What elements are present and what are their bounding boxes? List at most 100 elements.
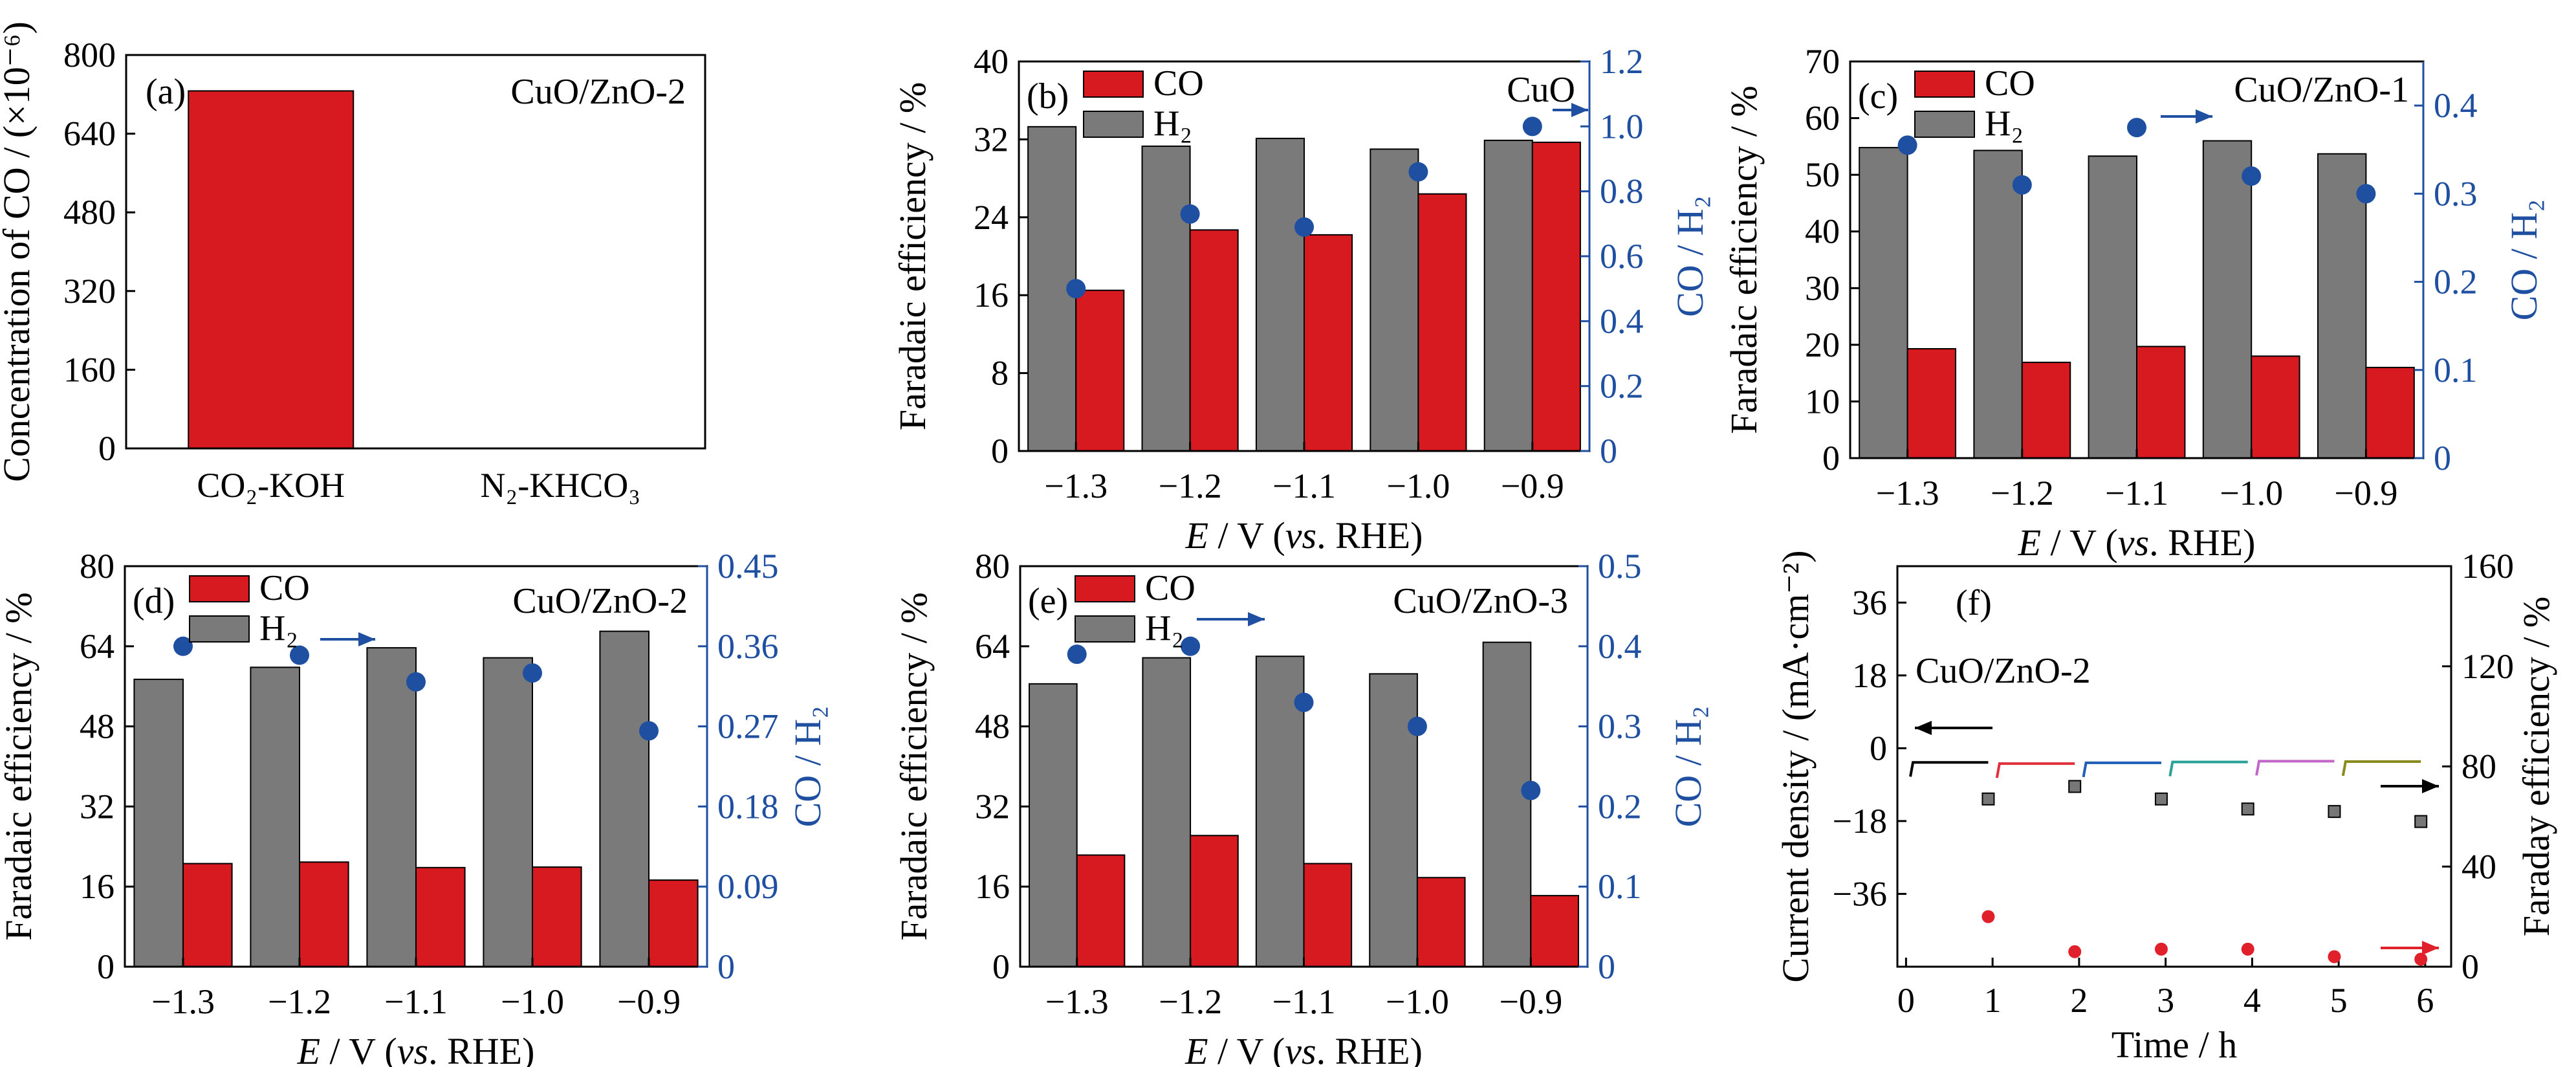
x-axis-label: E / V (vs. RHE): [1185, 514, 1423, 556]
panel-title: CuO/ZnO-2: [1916, 651, 2091, 691]
legend-swatch-co: [1083, 71, 1144, 98]
y2-tick-label: 0.45: [717, 547, 779, 586]
point-co-h2-ratio: [1294, 692, 1314, 712]
bar-co: [532, 866, 582, 968]
bar-co: [1304, 234, 1353, 452]
point-fe-co: [2154, 942, 2168, 956]
point-co-h2-ratio: [1066, 279, 1086, 299]
y-tick-label: 64: [975, 627, 1010, 666]
bar-h2: [133, 678, 184, 968]
y-axis-label: Faradaic efficiency / %: [891, 82, 933, 430]
arrow-to-right-axis: [320, 632, 375, 646]
x-tick-label: 2: [2070, 981, 2088, 1020]
y-tick-label: 640: [63, 115, 116, 153]
y-tick-label: 0: [97, 947, 115, 986]
legend-swatch-co: [189, 575, 250, 602]
x-tick-label: −1.1: [1272, 467, 1336, 505]
bar-co: [1189, 229, 1239, 452]
y-tick-label: 8: [991, 354, 1009, 393]
y-tick-label: 60: [1805, 99, 1840, 138]
arrow-to-right-axis: [1197, 612, 1265, 626]
point-co-h2-ratio: [2127, 118, 2146, 138]
bar-h2: [1859, 147, 1908, 459]
point-co-h2-ratio: [1521, 780, 1541, 800]
x-tick-label: −1.2: [1159, 982, 1222, 1021]
bar-co: [299, 861, 349, 967]
panel-f: −36 −18 0 18 36 0 40 80 120 160 0 1 2 3 4 5 6 (f) CuO/ZnO-…: [1774, 547, 2557, 1066]
y2-tick-label: 0.1: [1598, 867, 1642, 906]
y2-tick-label: 0: [2461, 947, 2479, 986]
x-tick-label: −1.3: [151, 982, 215, 1021]
panel-title: CuO: [1507, 70, 1575, 110]
y2-tick-label: 0.3: [2434, 174, 2478, 213]
y-tick-label: −36: [1833, 874, 1887, 913]
x-tick-label: 1: [1984, 981, 2002, 1020]
y2-tick-label: 40: [2461, 847, 2496, 886]
legend-label-h2: H₂: [1145, 608, 1184, 648]
y-tick-label: 16: [975, 867, 1010, 906]
point-co-h2-ratio: [2242, 166, 2262, 186]
plot-frame: [1896, 565, 2452, 968]
y-tick-label: 0: [98, 429, 116, 468]
point-fe-h2: [2068, 780, 2082, 793]
x-tick-label: −1.0: [501, 982, 564, 1021]
point-co-h2-ratio: [1407, 716, 1427, 736]
point-co-h2-ratio: [1408, 162, 1428, 182]
x-tick-label: CO₂-KOH: [197, 466, 345, 505]
legend-label-co: CO: [1145, 568, 1195, 608]
y-tick-label: 48: [80, 707, 115, 746]
point-co-h2-ratio: [1181, 636, 1201, 656]
x-axis-label: E / V (vs. RHE): [2018, 522, 2256, 564]
x-tick-label: −1.0: [1386, 982, 1449, 1021]
legend-label-h2: H₂: [259, 608, 298, 648]
y-tick-label: −18: [1833, 802, 1887, 841]
x-tick-label: −1.3: [1045, 982, 1109, 1021]
bar-h2: [1369, 673, 1418, 967]
point-fe-h2: [2414, 815, 2428, 828]
y2-tick-label: 1.0: [1600, 107, 1644, 146]
x-tick-label: −1.2: [1991, 474, 2054, 512]
y-tick-label: 480: [63, 193, 116, 232]
point-co-h2-ratio: [1522, 116, 1542, 137]
point-fe-h2: [1981, 792, 1995, 806]
point-fe-h2: [2154, 792, 2168, 806]
bar-co: [1416, 877, 1466, 967]
x-tick-label: 6: [2416, 981, 2434, 1020]
y-tick-label: 32: [80, 787, 115, 826]
y2-tick-label: 0.3: [1598, 707, 1642, 746]
bar-h2: [1483, 139, 1533, 452]
bar-co: [2136, 346, 2186, 459]
y2-tick-label: 0: [1598, 947, 1615, 986]
x-axis-label: E / V (vs. RHE): [297, 1030, 535, 1067]
point-co-h2-ratio: [406, 672, 426, 692]
y2-tick-label: 0.1: [2434, 351, 2478, 390]
y-tick-label: 80: [80, 547, 115, 586]
panel-d: −1.3 −1.2 −1.1 −1.0 −0.9 0 16 32 48 64 80 0 0.09 0.18…: [0, 547, 829, 1067]
plot-frame: [125, 54, 706, 450]
y2-tick-label: 0.27: [717, 707, 779, 746]
y-tick-label: 48: [975, 707, 1010, 746]
arrow-to-right-axis: [2161, 109, 2212, 124]
x-tick-label: −1.0: [2220, 474, 2283, 512]
legend-label-co: CO: [1153, 63, 1204, 104]
y-tick-label: 64: [80, 627, 115, 666]
legend-label-co: CO: [259, 568, 310, 608]
y2-tick-label: 0: [1600, 432, 1617, 470]
panel-title: CuO/ZnO-2: [510, 72, 686, 112]
y-tick-label: 36: [1852, 583, 1887, 622]
point-co-h2-ratio: [290, 645, 309, 665]
y2-tick-label: 0.36: [717, 627, 779, 666]
y-axis-label: Faradaic efficiency / %: [1723, 85, 1765, 434]
current-trace-segment: [1909, 761, 1989, 777]
bar-co: [1531, 141, 1581, 452]
point-fe-co: [2068, 945, 2082, 958]
x-tick-label: −1.2: [268, 982, 331, 1021]
bar-h2: [483, 657, 534, 967]
x-tick-label: −1.1: [384, 982, 448, 1021]
y2-tick-label: 0.4: [1600, 302, 1644, 340]
bar-h2: [599, 630, 650, 967]
y2-tick-label: 0.4: [2434, 86, 2478, 125]
y-tick-label: 0: [992, 947, 1010, 986]
legend-label-co: CO: [1985, 63, 2035, 104]
bar-co: [2251, 355, 2300, 459]
